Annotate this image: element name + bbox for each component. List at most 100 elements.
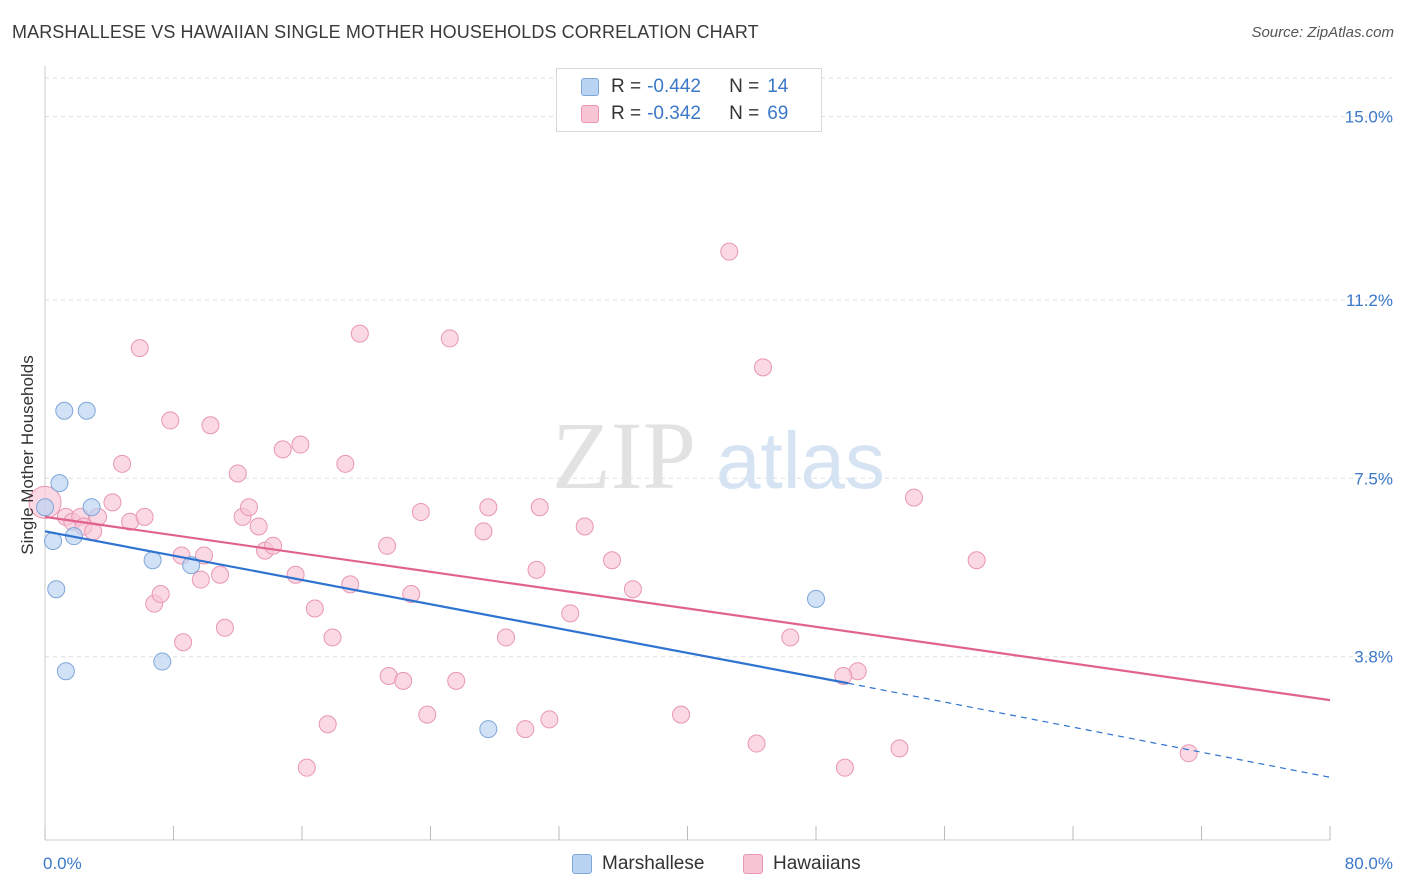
axes-layer	[44, 66, 1331, 841]
hawaiians-point	[130, 339, 149, 358]
trend-layer	[44, 515, 1331, 778]
legend-label: Marshallese	[602, 853, 705, 874]
r-label: R =	[611, 103, 642, 124]
marshallese-point	[36, 498, 54, 517]
r-label: R =	[611, 76, 642, 97]
marshallese-point	[77, 401, 96, 420]
y-tick-label: 7.5%	[1354, 469, 1393, 488]
hawaiians-point	[530, 498, 549, 517]
hawaiians-point	[291, 435, 310, 454]
marshallese-point	[56, 662, 75, 681]
hawaiians-point	[273, 440, 292, 459]
hawaiians-point	[323, 628, 342, 647]
hawaiians-point	[418, 705, 437, 724]
hawaiians-point	[1179, 744, 1198, 763]
n-value: 14	[767, 76, 789, 97]
hawaiians-swatch	[581, 105, 599, 123]
hawaiians-point	[191, 570, 210, 589]
hawaiians-point	[575, 517, 594, 536]
marshallese-trendline	[44, 530, 849, 685]
correlation-legend: R = -0.442 N = 14 R = -0.342 N = 69	[556, 68, 822, 132]
hawaiians-swatch	[743, 854, 763, 874]
hawaiians-point	[479, 498, 498, 517]
r-value: -0.342	[647, 103, 701, 124]
watermark-atlas: atlas	[716, 416, 885, 505]
hawaiians-point	[201, 416, 220, 435]
y-tick-label: 15.0%	[1345, 108, 1393, 127]
hawaiians-point	[305, 599, 324, 618]
hawaiians-point	[411, 503, 430, 522]
hawaiians-point	[890, 739, 909, 758]
hawaiians-point	[350, 324, 369, 343]
watermark: ZIP atlas	[552, 402, 885, 509]
hawaiians-point	[336, 454, 355, 473]
hawaiians-point	[540, 710, 559, 729]
hawaiians-point	[440, 329, 459, 348]
hawaiians-point	[720, 242, 739, 261]
n-label: N =	[729, 103, 760, 124]
points-layer	[28, 242, 1198, 777]
marshallese-point	[807, 589, 825, 608]
n-label: N =	[729, 76, 760, 97]
hawaiians-point	[174, 633, 193, 652]
y-tick-label: 3.8%	[1354, 648, 1393, 667]
marshallese-point	[55, 401, 74, 420]
watermark-zip: ZIP	[552, 402, 696, 509]
hawaiians-point	[834, 667, 853, 686]
hawaiians-point	[249, 517, 268, 536]
hawaiians-point	[527, 560, 546, 579]
r-value: -0.442	[647, 76, 701, 97]
hawaiians-point	[151, 585, 170, 604]
hawaiians-point	[113, 454, 132, 473]
hawaiians-point	[474, 522, 493, 541]
hawaiians-point	[516, 720, 535, 739]
source-label: Source: ZipAtlas.com	[1251, 24, 1394, 41]
marshallese-swatch	[581, 78, 599, 96]
legend-item-marshallese: Marshallese	[572, 852, 704, 876]
marshallese-point	[153, 652, 172, 671]
hawaiians-point	[967, 551, 986, 570]
hawaiians-point	[904, 488, 923, 507]
hawaiians-point	[447, 671, 466, 690]
hawaiians-point	[103, 493, 122, 512]
legend-label: Hawaiians	[773, 853, 861, 874]
x-tick-label-max: 80.0%	[1345, 854, 1393, 873]
hawaiians-point	[394, 671, 413, 690]
hawaiians-point	[318, 715, 337, 734]
hawaiians-point	[747, 734, 766, 753]
x-tick-label-min: 0.0%	[43, 854, 82, 873]
hawaiians-point	[215, 618, 234, 637]
hawaiians-point	[239, 498, 258, 517]
hawaiians-point	[378, 536, 397, 555]
hawaiians-point	[672, 705, 691, 724]
marshallese-point	[82, 498, 101, 517]
marshallese-swatch	[572, 854, 592, 874]
hawaiians-point	[781, 628, 800, 647]
hawaiians-point	[228, 464, 247, 483]
hawaiians-point	[211, 565, 230, 584]
hawaiians-point	[561, 604, 580, 623]
hawaiians-point	[264, 536, 283, 555]
hawaiians-point	[753, 358, 772, 377]
marshallese-point	[479, 720, 498, 739]
chart-title: MARSHALLESE VS HAWAIIAN SINGLE MOTHER HO…	[12, 22, 759, 42]
hawaiians-point	[135, 507, 154, 526]
y-axis-label: Single Mother Households	[18, 355, 37, 555]
y-tick-label: 11.2%	[1346, 291, 1393, 310]
marshallese-point	[50, 474, 69, 493]
marshallese-point	[47, 580, 66, 599]
legend-row-marshallese: R = -0.442 N = 14	[581, 75, 788, 99]
hawaiians-point	[623, 580, 642, 599]
hawaiians-point	[835, 758, 854, 777]
hawaiians-trendline	[44, 515, 1331, 702]
marshallese-point	[143, 551, 162, 570]
hawaiians-point	[161, 411, 180, 430]
hawaiians-point	[402, 585, 421, 604]
legend-row-hawaiians: R = -0.342 N = 69	[581, 102, 788, 126]
n-value: 69	[767, 103, 789, 124]
hawaiians-point	[297, 758, 316, 777]
hawaiians-point	[496, 628, 515, 647]
hawaiians-point	[603, 551, 622, 570]
ticks-layer: 3.8% 7.5% 11.2% 15.0% 0.0% 80.0%	[43, 108, 1393, 873]
